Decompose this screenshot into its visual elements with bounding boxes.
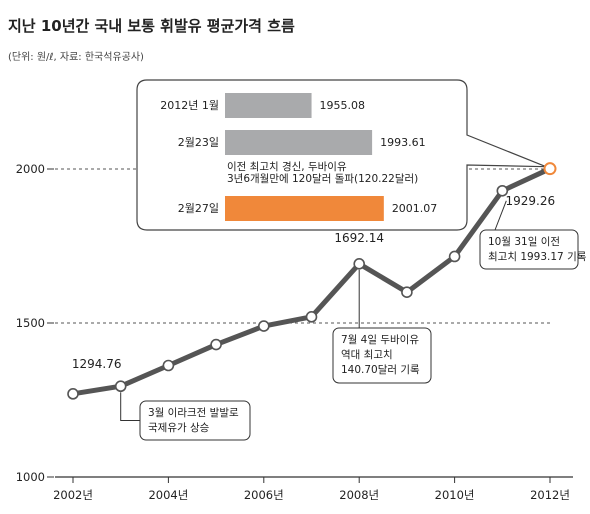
x-tick-label: 2006년	[244, 488, 284, 502]
annotation-box	[479, 229, 579, 270]
data-point	[496, 184, 509, 197]
data-point	[305, 311, 318, 323]
chart-title: 지난 10년간 국내 보통 휘발유 평균가격 흐름	[8, 17, 295, 35]
annotation-leader	[494, 200, 507, 231]
callout-bar	[225, 93, 312, 118]
x-tick-label: 2012년	[530, 488, 570, 502]
callout-row-label: 2월27일	[178, 201, 219, 215]
annotation-text: 7월 4일 두바이유	[341, 333, 419, 346]
callout-note: 이전 최고치 경신, 두바이유	[227, 160, 347, 173]
callout-row-label: 2월23일	[178, 135, 219, 149]
annotation-box	[139, 400, 251, 441]
x-tick-label: 2002년	[53, 488, 93, 502]
callout-row-label: 2012년 1월	[160, 99, 219, 112]
label-layer: 1294.76 1692.14 1929.26	[72, 194, 555, 371]
data-label: 1929.26	[505, 194, 555, 208]
callout-bar	[225, 130, 373, 155]
data-label: 1294.76	[72, 357, 122, 371]
x-tick-label: 2008년	[339, 488, 379, 502]
annotation-leader	[120, 392, 140, 421]
data-point	[210, 338, 222, 351]
data-point	[401, 286, 413, 299]
data-label: 1692.14	[334, 231, 384, 245]
data-point-latest	[543, 162, 557, 176]
x-tick-label: 2010년	[435, 488, 475, 502]
callout-bar	[225, 196, 384, 221]
comparison-callout: 2012년 1월 1955.08 2월23일 1993.61 이전 최고치 경신, 두바…	[136, 79, 547, 231]
annotation-text: 10월 31일 이전	[488, 235, 560, 248]
x-tick-label: 2004년	[148, 488, 188, 502]
annotation-text: 국제유가 상승	[148, 422, 210, 434]
annotation-text: 140.70달러 기록	[341, 364, 420, 376]
chart-subtitle: (단위: 원/ℓ, 자료: 한국석유공사)	[8, 50, 144, 63]
annotation-text: 최고치 1993.17 기록	[488, 251, 587, 263]
data-point	[114, 380, 127, 393]
y-tick-label: 1000	[16, 470, 45, 484]
callout-note: 3년6개월만에 120달러 돌파(120.22달러)	[227, 173, 418, 185]
callout-bar-value: 1955.08	[320, 99, 366, 112]
y-tick-label: 1500	[16, 316, 45, 330]
series-layer	[67, 162, 557, 400]
callout-bar-value: 2001.07	[392, 202, 438, 215]
data-point	[448, 250, 461, 263]
data-point	[67, 388, 79, 400]
annotation-text: 3월 이라크전 발발로	[148, 407, 239, 419]
axis-layer: 1000 1500 2000 2002년 2004년 2006년 2008년 2010년 201…	[16, 162, 573, 502]
data-point	[162, 359, 175, 372]
data-point	[257, 320, 270, 332]
data-point	[353, 258, 366, 270]
annotation-text: 역대 최고치	[341, 349, 393, 361]
annotation-box	[332, 327, 432, 384]
y-tick-label: 2000	[16, 162, 45, 176]
callout-bar-value: 1993.61	[380, 136, 426, 149]
